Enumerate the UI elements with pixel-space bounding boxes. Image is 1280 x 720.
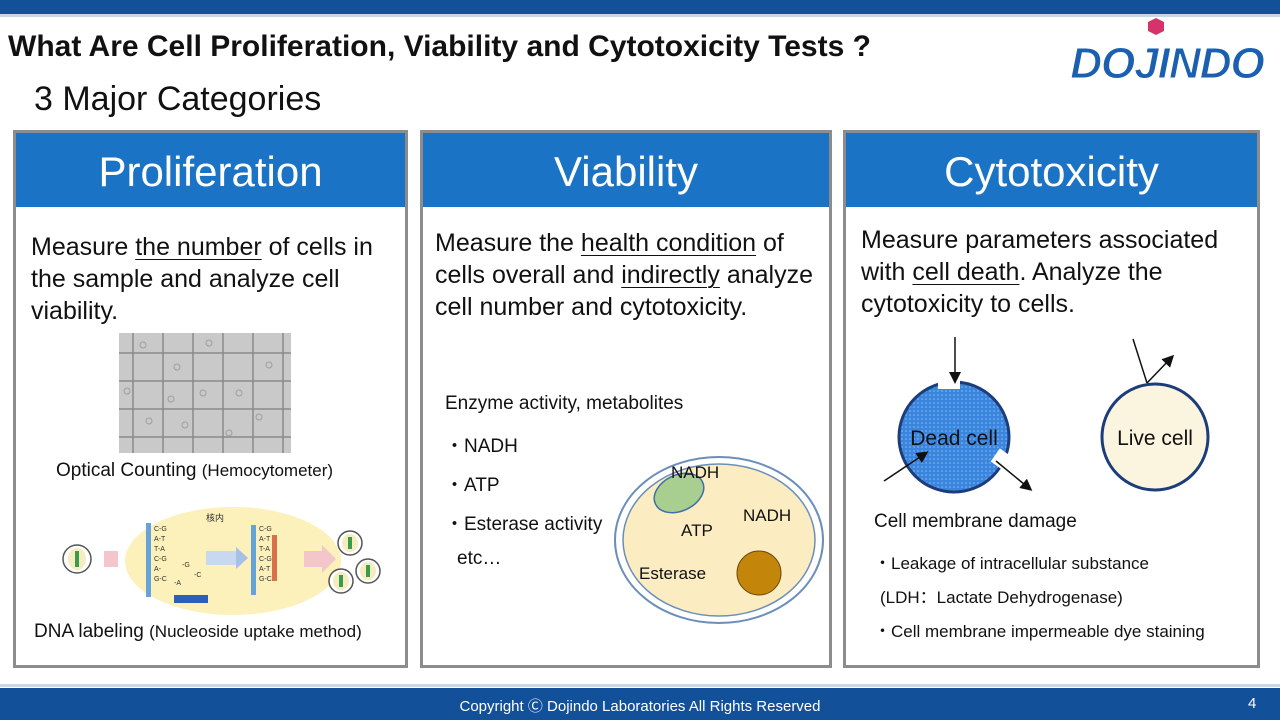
svg-text:核内: 核内 [206, 512, 224, 523]
svg-text:C-G: C-G [259, 556, 272, 563]
svg-text:A-T: A-T [154, 536, 166, 543]
viability-cell-diagram: NADH ATP NADH Esterase [614, 456, 824, 624]
list-item-esterase: ・Esterase activity [445, 514, 603, 535]
svg-text:A-T: A-T [259, 566, 271, 573]
dna-labeling-diagram: 核内 C-G A-T T-A C-G A- G-C C-G A-T T-A C-G A-T G-… [62, 507, 381, 615]
dna-labeling-label: DNA labeling (Nucleoside uptake method) [34, 621, 362, 642]
svg-text:Esterase: Esterase [639, 564, 706, 583]
proliferation-description: Measure the number of cells in the sampl… [31, 233, 373, 325]
page-number: 4 [1248, 695, 1257, 712]
viability-description: Measure the health condition of cells ov… [435, 229, 813, 321]
svg-text:-A: -A [174, 580, 181, 587]
top-bar-line [0, 14, 1280, 17]
dojindo-logo: DOJINDO [1070, 18, 1266, 88]
cytotoxicity-description: Measure parameters associated with cell … [861, 226, 1219, 318]
panel-viability: Viability Measure the health condition o… [420, 130, 832, 668]
svg-text:G-C: G-C [154, 576, 167, 583]
panel-heading-viability: Viability [423, 133, 829, 207]
svg-text:A-: A- [154, 566, 162, 573]
list-item-etc: etc… [457, 548, 502, 569]
membrane-damage-title: Cell membrane damage [874, 511, 1077, 532]
list-item-atp: ・ATP [445, 475, 500, 496]
svg-text:-G: -G [182, 562, 190, 569]
dead-cell-label: Dead cell [910, 427, 998, 450]
footer-bar [0, 688, 1280, 720]
list-item-dye-staining: ・Cell membrane impermeable dye staining [874, 622, 1205, 641]
top-bar [0, 0, 1280, 14]
footer-line [0, 684, 1280, 687]
enzyme-list-title: Enzyme activity, metabolites [445, 393, 684, 414]
svg-text:G-C: G-C [259, 576, 272, 583]
panel-cytotoxicity: Cytotoxicity Measure parameters associat… [843, 130, 1260, 668]
svg-text:ATP: ATP [681, 521, 713, 540]
list-item-leakage: ・Leakage of intracellular substance [874, 554, 1149, 573]
list-item-ldh: (LDH：Lactate Dehydrogenase) [880, 588, 1123, 607]
hemocytometer-image [119, 333, 291, 453]
panel-heading-cytotoxicity: Cytotoxicity [846, 133, 1257, 207]
logo-text: DOJINDO [1070, 39, 1264, 88]
cell-death-diagram: Dead cell Live cell [883, 337, 1210, 494]
live-cell-label: Live cell [1117, 427, 1193, 450]
svg-text:C-G: C-G [154, 526, 167, 533]
svg-text:T-A: T-A [259, 546, 270, 553]
logo-hexagon-icon [1148, 18, 1164, 35]
svg-text:T-A: T-A [154, 546, 165, 553]
svg-text:NADH: NADH [671, 463, 719, 482]
svg-text:NADH: NADH [743, 506, 791, 525]
list-item-nadh: ・NADH [445, 436, 518, 457]
svg-text:C-G: C-G [154, 556, 167, 563]
slide-subtitle: 3 Major Categories [34, 80, 322, 118]
svg-text:-C: -C [194, 572, 201, 579]
slide-title: What Are Cell Proliferation, Viability a… [8, 30, 871, 63]
svg-text:C-G: C-G [259, 526, 272, 533]
copyright-text: Copyright Ⓒ Dojindo Laboratories All Rig… [459, 698, 821, 715]
optical-counting-label: Optical Counting (Hemocytometer) [56, 460, 334, 481]
svg-text:A-T: A-T [259, 536, 271, 543]
panel-proliferation: Proliferation Measure the number of cell… [13, 130, 408, 668]
panel-heading-proliferation: Proliferation [16, 133, 405, 207]
